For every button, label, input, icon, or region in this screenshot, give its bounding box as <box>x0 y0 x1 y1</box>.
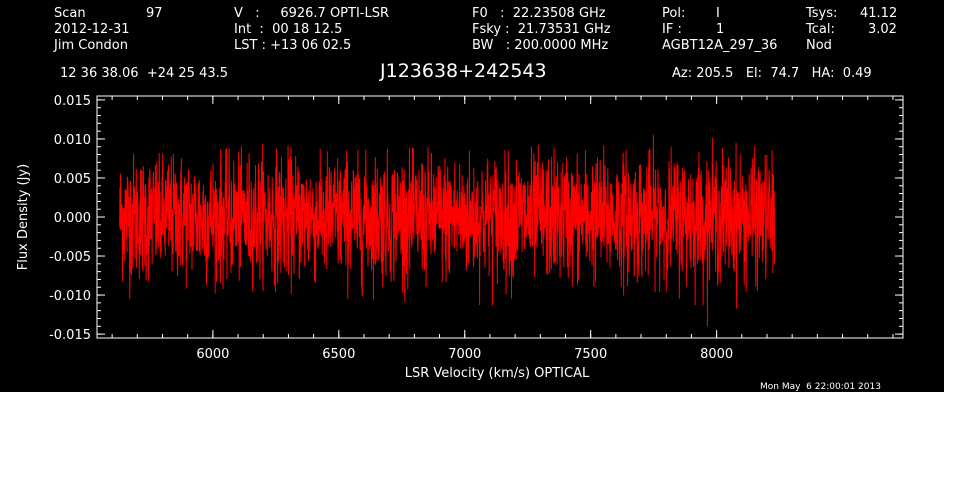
az-el-ha-line: Az: 205.5 El: 74.7 HA: 0.49 <box>672 66 872 81</box>
spectrum-panel: Scan 97 2012-12-31 Jim Condon V : 6926.7… <box>0 0 944 392</box>
y-axis-label: Flux Density (Jy) <box>16 164 31 270</box>
integration-line: Int : 00 18 12.5 <box>234 22 343 37</box>
source-coordinates: 12 36 38.06 +24 25 43.5 <box>60 66 229 81</box>
velocity-line: V : 6926.7 OPTI-LSR <box>234 6 390 21</box>
if-label: IF : <box>662 22 682 37</box>
spectrum-series <box>119 135 776 327</box>
x-tick-label: 7000 <box>448 347 481 362</box>
x-axis-label: LSR Velocity (km/s) OPTICAL <box>405 366 590 381</box>
lst-line: LST : +13 06 02.5 <box>234 38 352 53</box>
x-tick-label: 6000 <box>196 347 229 362</box>
observing-mode: Nod <box>806 38 832 53</box>
pol-label: Pol: <box>662 6 686 21</box>
scan-value: 97 <box>146 6 163 21</box>
y-tick-label: 0.000 <box>54 211 91 226</box>
source-name: J123638+242543 <box>380 60 547 82</box>
x-axis-ticks: 6000 6500 7000 7500 8000 <box>111 96 894 362</box>
y-tick-label: -0.015 <box>49 328 91 343</box>
y-tick-label: -0.010 <box>49 289 91 304</box>
y-tick-label: 0.005 <box>54 172 91 187</box>
pol-value: I <box>716 6 720 21</box>
y-tick-label: 0.010 <box>54 133 91 148</box>
bandwidth-line: BW : 200.0000 MHz <box>472 38 609 53</box>
spectrum-line <box>119 135 776 327</box>
project-id: AGBT12A_297_36 <box>662 38 778 53</box>
x-tick-label: 7500 <box>574 347 607 362</box>
tcal-value: 3.02 <box>868 22 897 37</box>
y-tick-label: 0.015 <box>54 94 91 109</box>
scan-label: Scan <box>54 6 86 21</box>
y-axis-ticks: -0.015 -0.010 -0.005 0.000 0.005 0.010 0.015 <box>49 94 903 343</box>
x-tick-label: 8000 <box>700 347 733 362</box>
plot-frame <box>96 95 904 339</box>
tcal-label: Tcal: <box>806 22 835 37</box>
observation-date: 2012-12-31 <box>54 22 130 37</box>
sky-frequency-line: Fsky : 21.73531 GHz <box>472 22 611 37</box>
if-value: 1 <box>716 22 725 37</box>
observer-name: Jim Condon <box>54 38 128 53</box>
tsys-value: 41.12 <box>860 6 898 21</box>
plot-timestamp: Mon May 6 22:00:01 2013 <box>760 382 881 392</box>
y-tick-label: -0.005 <box>49 250 91 265</box>
tsys-label: Tsys: <box>806 6 838 21</box>
spectrum-chart: -0.015 -0.010 -0.005 0.000 0.005 0.010 0.015 6… <box>16 94 904 381</box>
rest-frequency-line: F0 : 22.23508 GHz <box>472 6 606 21</box>
x-tick-label: 6500 <box>322 347 355 362</box>
